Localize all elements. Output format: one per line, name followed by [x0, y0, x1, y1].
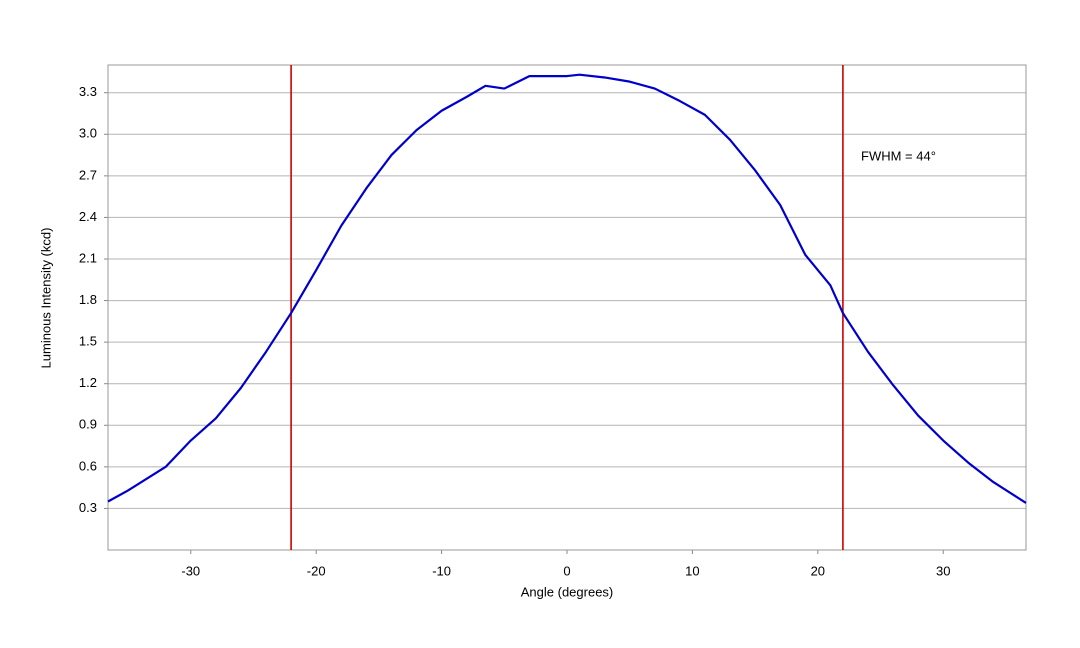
x-tick-label: 30 [936, 563, 950, 578]
plot-frame [107, 64, 1027, 551]
y-tick-label: 0.6 [79, 458, 97, 473]
annotation: FWHM = 44° [861, 148, 936, 163]
y-tick-label: 1.8 [79, 292, 97, 307]
y-tick-label: 0.9 [79, 417, 97, 432]
y-tick-label: 3.3 [79, 84, 97, 99]
x-tick-label: 0 [563, 563, 570, 578]
y-axis-label: Luminous Intensity (kcd) [38, 228, 53, 369]
y-tick-label: 2.4 [79, 209, 97, 224]
x-axis-label: Angle (degrees) [521, 584, 614, 599]
x-tick-label: 10 [685, 563, 699, 578]
y-tick-label: 1.2 [79, 375, 97, 390]
y-tick-label: 1.5 [79, 334, 97, 349]
x-tick-label: 20 [811, 563, 825, 578]
data-line [107, 73, 1027, 504]
x-tick-label: -10 [432, 563, 451, 578]
y-tick-label: 3.0 [79, 126, 97, 141]
x-tick-label: -20 [307, 563, 326, 578]
y-tick-label: 2.7 [79, 167, 97, 182]
x-tick-label: -30 [181, 563, 200, 578]
y-tick-label: 2.1 [79, 250, 97, 265]
y-tick-label: 0.3 [79, 500, 97, 515]
